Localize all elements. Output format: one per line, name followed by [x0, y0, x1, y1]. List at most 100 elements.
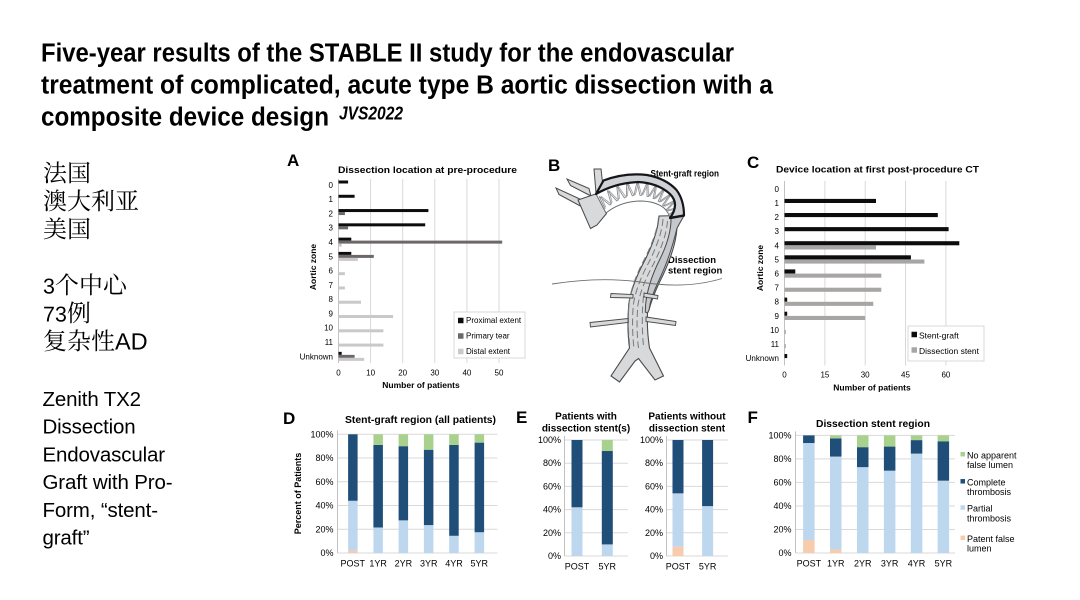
svg-text:1YR: 1YR — [369, 559, 387, 569]
svg-text:60%: 60% — [543, 481, 561, 491]
svg-text:8: 8 — [329, 295, 334, 304]
svg-text:100%: 100% — [310, 429, 333, 439]
svg-text:Unknown: Unknown — [300, 352, 333, 361]
svg-text:100%: 100% — [640, 435, 663, 445]
svg-text:Dissection location at pre-pro: Dissection location at pre-procedure — [338, 165, 517, 175]
svg-text:45: 45 — [901, 371, 910, 380]
svg-text:3YR: 3YR — [420, 559, 438, 569]
svg-text:Distal extent: Distal extent — [466, 347, 511, 356]
svg-text:Dissection: Dissection — [668, 255, 716, 266]
svg-text:Graft with Pro-: Graft with Pro- — [43, 471, 173, 494]
svg-text:60: 60 — [941, 371, 950, 380]
svg-text:Number of patients: Number of patients — [833, 383, 911, 393]
svg-text:Endovascular: Endovascular — [43, 443, 166, 466]
svg-text:D: D — [283, 409, 295, 428]
svg-text:0: 0 — [336, 368, 341, 377]
svg-text:2: 2 — [775, 213, 780, 222]
svg-text:Patients without: Patients without — [648, 412, 726, 423]
svg-text:0: 0 — [775, 185, 780, 194]
svg-text:Percent of Patients: Percent of Patients — [293, 453, 303, 535]
svg-text:Number of patients: Number of patients — [382, 380, 460, 390]
svg-text:10: 10 — [770, 326, 779, 335]
svg-text:thrombosis: thrombosis — [967, 487, 1012, 497]
svg-text:1: 1 — [775, 199, 780, 208]
svg-text:C: C — [747, 153, 759, 172]
svg-text:Stent-graft: Stent-graft — [919, 331, 959, 341]
svg-text:30: 30 — [861, 371, 870, 380]
svg-text:Stent-graft region (all patien: Stent-graft region (all patients) — [345, 415, 496, 426]
svg-text:80%: 80% — [543, 458, 561, 468]
svg-text:20%: 20% — [315, 524, 333, 534]
svg-text:15: 15 — [820, 371, 829, 380]
svg-text:Dissection stent region: Dissection stent region — [816, 418, 930, 430]
svg-text:5: 5 — [775, 255, 780, 264]
svg-text:5YR: 5YR — [599, 562, 617, 572]
svg-text:JVS2022: JVS2022 — [339, 104, 403, 124]
svg-text:Stent-graft region: Stent-graft region — [651, 169, 720, 180]
svg-text:7: 7 — [329, 281, 334, 290]
svg-text:40%: 40% — [645, 505, 663, 515]
svg-text:Unknown: Unknown — [746, 354, 779, 363]
svg-text:11: 11 — [325, 338, 334, 347]
svg-text:No apparent: No apparent — [967, 450, 1017, 460]
svg-text:composite device design: composite device design — [41, 104, 329, 132]
svg-text:Patent false: Patent false — [967, 534, 1015, 544]
svg-text:Proximal extent: Proximal extent — [466, 316, 522, 325]
svg-text:POST: POST — [565, 562, 590, 572]
svg-text:2: 2 — [329, 210, 334, 219]
svg-text:Primary tear: Primary tear — [466, 332, 510, 341]
svg-text:Device location at first post-: Device location at first post-procedure … — [776, 165, 980, 175]
svg-text:9: 9 — [329, 309, 334, 318]
svg-text:A: A — [287, 151, 299, 170]
svg-text:Zenith TX2: Zenith TX2 — [43, 388, 141, 411]
svg-text:10: 10 — [366, 368, 375, 377]
svg-text:E: E — [516, 408, 527, 427]
svg-text:2YR: 2YR — [395, 559, 413, 569]
svg-text:3: 3 — [329, 224, 334, 233]
svg-text:0%: 0% — [650, 551, 663, 561]
svg-text:3YR: 3YR — [881, 559, 899, 569]
svg-text:4: 4 — [329, 238, 334, 247]
svg-text:Form, “stent-: Form, “stent- — [43, 499, 158, 522]
svg-text:stent region: stent region — [668, 266, 723, 277]
svg-text:Aortic zone: Aortic zone — [755, 245, 765, 292]
svg-text:Dissection stent: Dissection stent — [919, 346, 980, 356]
svg-text:dissection stent(s): dissection stent(s) — [542, 424, 630, 435]
svg-text:graft”: graft” — [43, 527, 90, 550]
svg-text:POST: POST — [341, 559, 366, 569]
svg-text:0: 0 — [329, 181, 334, 190]
svg-text:40: 40 — [462, 368, 471, 377]
svg-text:6: 6 — [775, 270, 780, 279]
svg-text:0%: 0% — [778, 548, 791, 558]
svg-text:80%: 80% — [645, 458, 663, 468]
svg-text:5YR: 5YR — [471, 559, 489, 569]
svg-text:Patients with: Patients with — [555, 412, 617, 423]
svg-text:0: 0 — [782, 371, 787, 380]
svg-text:10: 10 — [324, 324, 333, 333]
svg-text:8: 8 — [775, 298, 780, 307]
svg-text:lumen: lumen — [967, 544, 992, 554]
svg-text:5YR: 5YR — [935, 559, 953, 569]
svg-text:Complete: Complete — [967, 478, 1006, 488]
svg-text:0%: 0% — [320, 548, 333, 558]
svg-text:Partial: Partial — [967, 504, 993, 514]
svg-text:20%: 20% — [773, 525, 791, 535]
svg-text:11: 11 — [771, 340, 780, 349]
svg-text:6: 6 — [329, 267, 334, 276]
svg-text:5: 5 — [329, 252, 334, 261]
svg-text:treatment of complicated, acut: treatment of complicated, acute type B a… — [41, 72, 774, 100]
svg-text:40%: 40% — [543, 505, 561, 515]
svg-text:0%: 0% — [548, 551, 561, 561]
svg-text:4YR: 4YR — [908, 559, 926, 569]
svg-text:F: F — [748, 408, 758, 427]
svg-text:40%: 40% — [773, 501, 791, 511]
svg-text:Aortic zone: Aortic zone — [308, 244, 318, 291]
svg-text:3: 3 — [775, 227, 780, 236]
svg-text:7: 7 — [775, 284, 780, 293]
svg-text:20: 20 — [398, 368, 407, 377]
svg-text:60%: 60% — [773, 477, 791, 487]
svg-text:60%: 60% — [645, 481, 663, 491]
svg-text:2YR: 2YR — [854, 559, 872, 569]
svg-text:Five-year results of the STABL: Five-year results of the STABLE II study… — [41, 40, 734, 68]
svg-text:40%: 40% — [315, 501, 333, 511]
